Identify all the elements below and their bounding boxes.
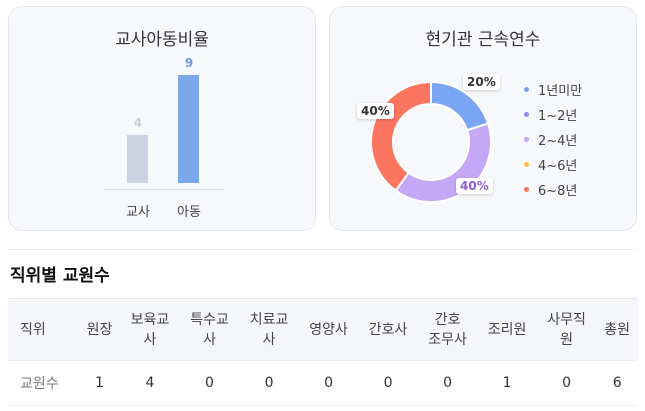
column-header: 원장 — [78, 298, 121, 361]
legend-label: 4~6년 — [538, 159, 578, 174]
staff-section-title: 직위별 교원수 — [10, 266, 110, 286]
teacher-child-ratio-card: 교사아동비율 4 9 교사 아동 — [8, 6, 316, 231]
table-cell: 0 — [179, 360, 240, 406]
legend-item-6-8yr: 6~8년 — [524, 177, 582, 202]
column-header: 간호사 — [358, 298, 418, 361]
bar-value-teacher: 4 — [133, 116, 143, 130]
bar-label-child: 아동 — [177, 205, 201, 220]
table-cell: 0 — [536, 360, 597, 406]
column-header: 직위 — [8, 298, 79, 361]
ratio-card-title: 교사아동비율 — [115, 30, 209, 50]
table-cell: 6 — [596, 360, 638, 406]
bar-value-child: 9 — [184, 56, 194, 70]
legend-item-1-2yr: 1~2년 — [524, 102, 582, 127]
table-cell: 1 — [78, 360, 121, 406]
column-header: 특수교 사 — [179, 298, 240, 361]
bar-child — [178, 75, 199, 183]
tenure-card: 현기관 근속연수 20% 40% 40% 1년미만 1~2년 2~4년 4~6년… — [329, 6, 637, 231]
legend-label: 1~2년 — [538, 109, 578, 124]
legend-dot — [524, 162, 529, 167]
donut-label-2-4yr: 40% — [456, 178, 493, 194]
column-header: 사무직 원 — [536, 298, 597, 361]
table-header-row: 직위 원장 보육교 사 특수교 사 치료교 사 영양사 간호사 간호 조무사 조… — [8, 298, 638, 361]
tenure-card-title: 현기관 근속연수 — [425, 30, 541, 50]
legend-label: 1년미만 — [538, 84, 583, 99]
legend-dot — [524, 87, 529, 92]
legend-label: 6~8년 — [538, 184, 578, 199]
table-cell: 0 — [298, 360, 359, 406]
table-cell: 4 — [120, 360, 180, 406]
table-row: 교원수 1 4 0 0 0 0 0 1 0 6 — [8, 360, 638, 406]
legend-label: 2~4년 — [538, 134, 578, 149]
legend-dot — [524, 137, 529, 142]
bar-chart-baseline — [104, 189, 224, 190]
legend-item-2-4yr: 2~4년 — [524, 127, 582, 152]
column-header: 영양사 — [298, 298, 359, 361]
donut-label-6-8yr: 40% — [357, 103, 394, 119]
legend-dot — [524, 187, 529, 192]
staff-by-position-table: 직위 원장 보육교 사 특수교 사 치료교 사 영양사 간호사 간호 조무사 조… — [8, 298, 638, 406]
table-cell: 1 — [477, 360, 537, 406]
table-cell: 0 — [358, 360, 418, 406]
donut-slice-4 — [370, 80, 432, 192]
donut-label-1yr: 20% — [463, 74, 500, 90]
column-header: 조리원 — [477, 298, 537, 361]
table-cell: 0 — [417, 360, 478, 406]
table-cell: 0 — [239, 360, 299, 406]
legend-dot — [524, 112, 529, 117]
table-cell: 교원수 — [8, 360, 79, 406]
bar-label-teacher: 교사 — [126, 205, 150, 220]
column-header: 총원 — [596, 298, 638, 361]
donut-legend: 1년미만 1~2년 2~4년 4~6년 6~8년 — [524, 77, 582, 202]
section-divider — [8, 249, 637, 250]
column-header: 치료교 사 — [239, 298, 299, 361]
bar-teacher — [127, 135, 148, 183]
legend-item-4-6yr: 4~6년 — [524, 152, 582, 177]
column-header: 보육교 사 — [120, 298, 180, 361]
legend-item-under-1yr: 1년미만 — [524, 77, 582, 102]
column-header: 간호 조무사 — [417, 298, 478, 361]
